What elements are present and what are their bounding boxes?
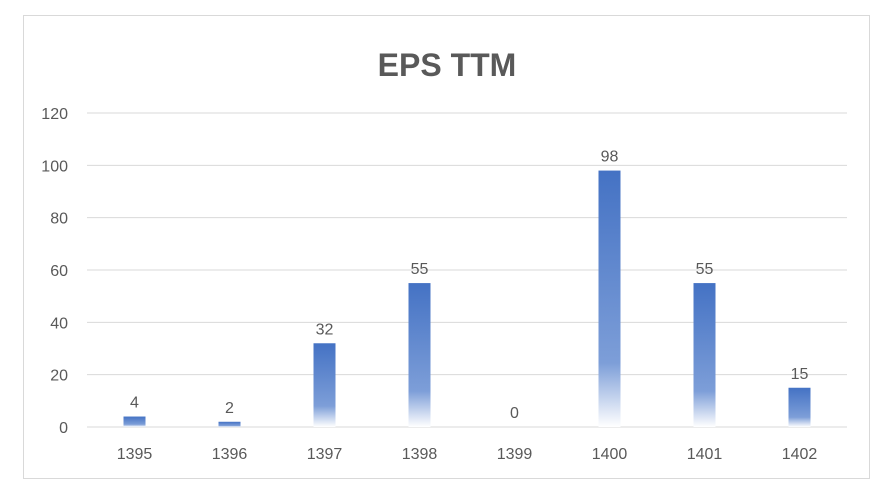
- x-tick-label: 1398: [402, 446, 438, 463]
- chart-border: [23, 15, 870, 479]
- y-tick-label: 40: [50, 315, 68, 332]
- bar-1395: [123, 416, 146, 427]
- x-tick-label: 1395: [117, 446, 153, 463]
- x-tick-label: 1396: [212, 446, 248, 463]
- bar-1402: [788, 387, 811, 427]
- bar-1396: [218, 421, 241, 427]
- x-tick-label: 1401: [687, 446, 723, 463]
- chart-title: EPS TTM: [378, 47, 517, 83]
- x-tick-label: 1399: [497, 446, 533, 463]
- data-label: 55: [696, 261, 714, 278]
- y-tick-label: 0: [59, 420, 68, 437]
- data-label: 55: [411, 261, 429, 278]
- y-tick-label: 100: [41, 158, 68, 175]
- x-tick-label: 1402: [782, 446, 818, 463]
- data-label: 98: [601, 149, 619, 166]
- bar-1398: [408, 283, 431, 427]
- data-label: 0: [510, 405, 519, 422]
- y-tick-label: 120: [41, 106, 68, 123]
- y-tick-label: 20: [50, 368, 68, 385]
- bar-1397: [313, 343, 336, 427]
- data-label: 2: [225, 400, 234, 417]
- y-tick-label: 80: [50, 211, 68, 228]
- bar-1400: [598, 170, 621, 428]
- data-label: 4: [130, 395, 139, 412]
- x-tick-label: 1400: [592, 446, 628, 463]
- bar-1401: [693, 283, 716, 427]
- y-tick-label: 60: [50, 263, 68, 280]
- data-label: 32: [316, 321, 334, 338]
- x-tick-label: 1397: [307, 446, 343, 463]
- data-label: 15: [791, 366, 809, 383]
